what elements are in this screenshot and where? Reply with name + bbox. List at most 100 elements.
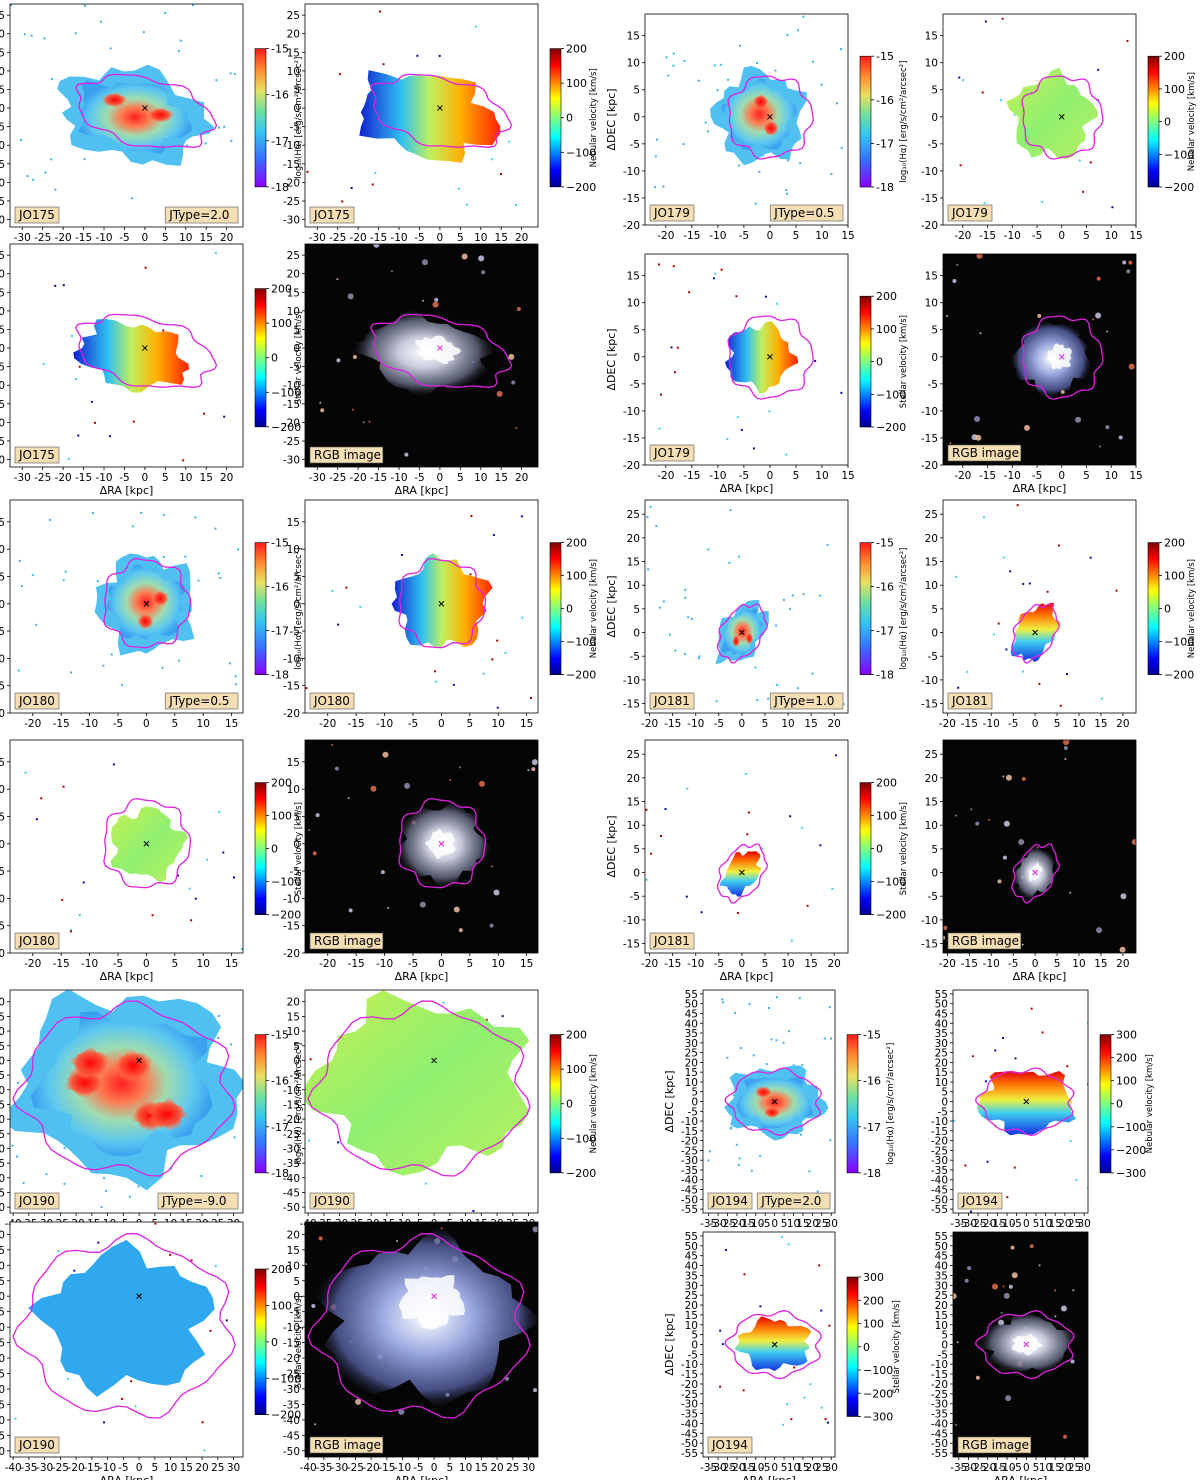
jo190-rgb-image-xtick-label: 15 <box>475 1462 488 1474</box>
jo190-rgb-image-ytick-label: 5 <box>293 1276 300 1288</box>
jo179-nebular-velocity-pixel <box>1001 17 1004 20</box>
jo181-nebular-velocity-pixel <box>1115 589 1118 592</box>
jo180-rgb-image-xtick-label: -5 <box>408 958 418 970</box>
jo180-nebular-velocity-colorbar-label: Nebular velocity [km/s] <box>589 559 599 658</box>
panel-layer: -30-25-20-15-10-5051015202520151050-5-10… <box>0 3 1197 1480</box>
jo175-rgb-image-xtick-label: 0 <box>437 472 444 484</box>
jo181-rgb-image-source <box>1063 740 1070 746</box>
jo180-nebular-velocity-xtick-label: -10 <box>376 718 393 730</box>
jo179-nebular-velocity-pixel <box>958 76 961 79</box>
jo180-h-flux-pixel <box>162 555 165 558</box>
jo190-stellar-velocity-pixel <box>73 1269 76 1272</box>
jo180-nebular-velocity-axes-frame <box>304 499 539 714</box>
jo181-stellar-velocity-xtick-label: 0 <box>739 958 746 970</box>
jo181-rgb-image-source <box>1064 757 1067 760</box>
jo194-nebular-velocity-ytick-label: -10 <box>931 1116 948 1128</box>
jo179-h-flux-pixel <box>706 130 709 133</box>
jo180-h-flux-xtick-label: -10 <box>81 718 98 730</box>
jo194-nebular-velocity-xtick-label: 5 <box>1033 1218 1040 1230</box>
jo181-nebular-velocity-label-box <box>947 692 993 710</box>
jo180-h-flux-colorbar-label: log₁₀(Hα) [erg/s/cm²/arcsec²] <box>294 548 304 670</box>
jo181-stellar-velocity-xtick-label: -20 <box>641 958 658 970</box>
jo180-nebular-velocity-pixel <box>345 586 348 589</box>
jo175-h-flux-pixel <box>32 178 35 181</box>
jo190-stellar-velocity-ytick-label: -10 <box>0 1322 5 1334</box>
jo175-h-flux-pixel <box>44 171 47 174</box>
jo175-h-flux-centre-marker <box>142 105 148 111</box>
jo179-stellar-velocity-ytick-label: -5 <box>630 379 640 391</box>
jo190-h-flux-label-box <box>14 1192 60 1210</box>
jo194-stellar-velocity-centre-marker <box>771 1341 778 1348</box>
jo194-rgb-image-source <box>1008 1284 1013 1289</box>
jo194-rgb-image-xtick-label: -10 <box>998 1462 1015 1474</box>
jo175-stellar-velocity-ytick-label: -30 <box>0 455 5 467</box>
jo180-nebular-velocity-label-box <box>309 692 355 710</box>
jo179-nebular-velocity-xtick-label: -20 <box>954 230 971 242</box>
jo175-nebular-velocity-velocity-field <box>359 70 501 163</box>
jo175-rgb-image-xtick-label: -10 <box>390 472 407 484</box>
jo190-h-flux-ytick-label: -20 <box>0 1114 5 1126</box>
jo181-h-flux-ytick-label: -5 <box>630 651 640 663</box>
jo194-nebular-velocity-ytick-label: -50 <box>931 1194 948 1206</box>
jo175-nebular-velocity-ytick-label: 25 <box>287 10 300 22</box>
jo175-h-flux-xtick-label: -15 <box>75 232 92 244</box>
jo179-h-flux-knot <box>752 93 770 110</box>
jo179-h-flux-pixel <box>682 143 685 146</box>
jo180-nebular-velocity-velocity-field <box>391 553 493 648</box>
jo175-h-flux-pixel <box>20 139 23 142</box>
jo181-nebular-velocity-xtick-label: -10 <box>983 718 1000 730</box>
jo181-rgb-image-source <box>1063 745 1068 750</box>
jo194-stellar-velocity-xtick-label: -30 <box>710 1462 727 1474</box>
jo179-rgb-image-ytick-label: -20 <box>921 460 938 472</box>
jo194-rgb-image-ytick-label: 10 <box>935 1320 948 1332</box>
jo175-rgb-image-source <box>320 408 325 413</box>
jo181-rgb-image-label-box <box>947 932 1022 950</box>
jo194-stellar-velocity-xtick-label: -5 <box>760 1462 770 1474</box>
jo194-nebular-velocity-pixel <box>1014 1057 1017 1060</box>
jo190-rgb-image-ytick-label: -40 <box>283 1415 300 1427</box>
jo181-rgb-image-source <box>1021 943 1024 946</box>
jo194-nebular-velocity-label-box <box>957 1192 1003 1210</box>
jo175-h-flux-colorbar-gradient <box>254 48 267 188</box>
jo175-stellar-velocity-xtick-label: 5 <box>162 472 169 484</box>
jo179-stellar-velocity-pixel <box>740 428 743 431</box>
jo194-rgb-image-source <box>967 1266 972 1271</box>
jo194-rgb-image-label: RGB image <box>962 1438 1029 1452</box>
jo179-h-flux-ytick-label: 15 <box>627 31 640 43</box>
jo181-rgb-image-xtick-label: 10 <box>1072 958 1085 970</box>
jo190-stellar-velocity-ytick-label: 10 <box>0 1260 5 1272</box>
jo190-nebular-velocity-pixel <box>307 1139 310 1142</box>
jo175-h-flux-pixel <box>131 197 134 200</box>
jo175-h-flux-axes-frame <box>9 3 244 228</box>
jo190-stellar-velocity-ytick-label: -40 <box>0 1415 5 1427</box>
jo181-h-flux-knot <box>731 634 741 648</box>
jo190-stellar-velocity-xtick-label: 15 <box>180 1462 193 1474</box>
jo181-stellar-velocity-xtick-label: 20 <box>827 958 840 970</box>
jo180-rgb-image-galaxy-core <box>424 828 456 860</box>
jo179-nebular-velocity-pixel <box>1097 68 1100 71</box>
jo175-h-flux-pixel <box>99 20 102 23</box>
jo194-nebular-velocity-centre-marker <box>1023 1098 1030 1105</box>
jo175-stellar-velocity-xtick-label: 0 <box>142 472 149 484</box>
jo194-h-flux-ytick-label: 15 <box>685 1067 698 1079</box>
jo181-h-flux-pixel <box>683 653 686 656</box>
jo190-nebular-velocity-colorbar-label: Nebular velocity [km/s] <box>589 1054 599 1153</box>
jo190-h-flux-pixel <box>137 1185 140 1188</box>
jo180-nebular-velocity-pixel <box>520 515 523 518</box>
jo175-nebular-velocity-map <box>306 10 518 206</box>
jo180-rgb-image-source <box>370 785 377 792</box>
jo190-h-flux-pixel <box>128 1195 131 1198</box>
jo175-nebular-velocity-pixel <box>341 200 344 203</box>
jo179-stellar-velocity-colorbar-tick-label: 0 <box>876 356 883 369</box>
jo181-rgb-image-xlabel: ΔRA [kpc] <box>1013 970 1067 983</box>
jo190-stellar-velocity-axes-frame <box>9 1221 244 1458</box>
jo181-h-flux-colorbar-tick-label: -18 <box>876 669 894 682</box>
jo194-rgb-image-ytick-label: -10 <box>931 1359 948 1371</box>
jo179-nebular-velocity-ytick-label: -5 <box>928 139 938 151</box>
jo175-nebular-velocity-pixel <box>338 73 341 76</box>
jo194-h-flux-pixel <box>801 1064 804 1067</box>
jo175-rgb-image-source <box>336 358 341 363</box>
jo179-rgb-image-source <box>956 263 959 266</box>
jo190-nebular-velocity-pixel <box>472 1210 475 1213</box>
jo180-h-flux-pixel <box>91 512 94 515</box>
